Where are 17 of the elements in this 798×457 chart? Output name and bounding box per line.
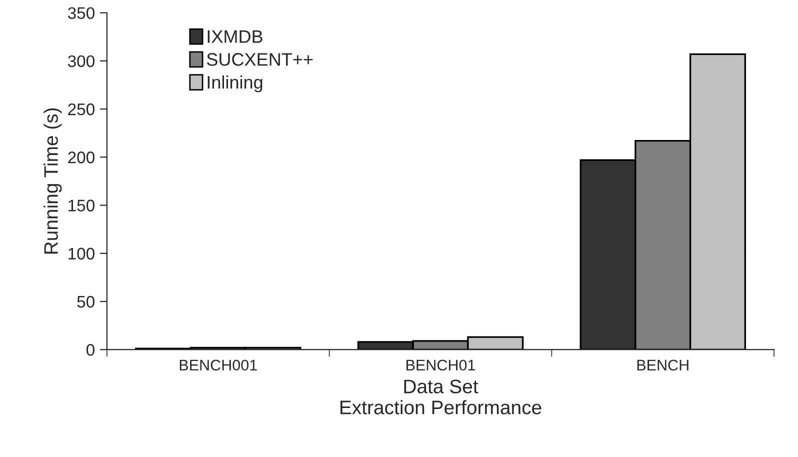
- legend-label: SUCXENT++: [206, 53, 313, 66]
- y-tick-label: 350: [68, 7, 94, 19]
- y-tick-label: 200: [68, 152, 94, 164]
- x-tick-label: BENCH001: [180, 360, 257, 371]
- y-tick-label: 300: [68, 55, 94, 68]
- y-tick-label: 50: [77, 296, 94, 308]
- y-axis-title: Running Time (s): [44, 108, 62, 254]
- y-tick-label: 150: [68, 200, 94, 212]
- x-tick-label: BENCH01: [406, 360, 475, 371]
- text: Extraction Performance: [340, 400, 542, 414]
- y-tick-label: 250: [68, 103, 94, 116]
- x-tick-label: BENCH: [637, 360, 688, 371]
- y-tick-label: 0: [86, 344, 94, 356]
- x-axis-title: Data Set: [404, 380, 478, 394]
- legend-label: Inlining: [208, 75, 262, 92]
- legend-label: IXMDB: [208, 30, 262, 43]
- y-tick-label: 100: [68, 248, 94, 260]
